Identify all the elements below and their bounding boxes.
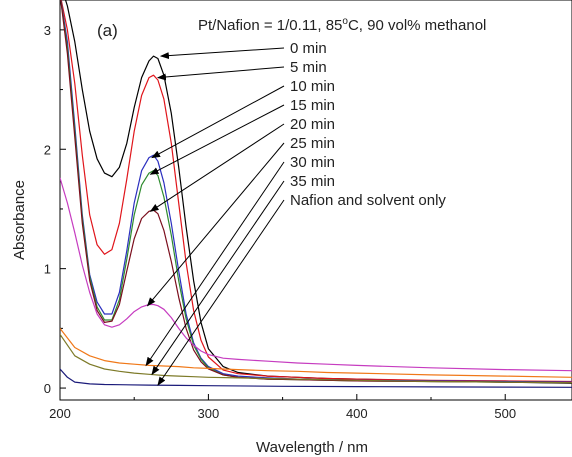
- x-axis: 200 300 400 500: [49, 394, 516, 421]
- condition-label: Pt/Nafion = 1/0.11, 85oC, 90 vol% methan…: [198, 16, 486, 34]
- annotation-layer: 0 min 5 min 10 min 15 min 20 min 25 min 30 min…: [145, 40, 446, 386]
- series-annotation-arrow: [157, 199, 285, 386]
- series-annotation-label: Nafion and solvent only: [290, 192, 446, 209]
- y-tick-label: 0: [44, 381, 51, 396]
- y-axis: 0 1 2 3: [44, 23, 66, 396]
- x-tick-label: 500: [494, 406, 516, 421]
- series-line: [60, 0, 572, 383]
- y-tick-label: 3: [44, 23, 51, 38]
- panel-label: (a): [97, 21, 118, 40]
- series-annotation-label: 25 min: [290, 135, 335, 152]
- y-tick-label: 1: [44, 262, 51, 277]
- x-tick-label: 300: [198, 406, 220, 421]
- series-annotation-label: 30 min: [290, 154, 335, 171]
- x-tick-label: 400: [346, 406, 368, 421]
- series-annotation-label: 20 min: [290, 116, 335, 133]
- series-annotation-arrow: [145, 161, 285, 367]
- series-annotation-arrow: [159, 47, 285, 60]
- y-tick-label: 2: [44, 142, 51, 157]
- series-annotation-label: 35 min: [290, 173, 335, 190]
- series-annotation-arrow: [151, 180, 285, 376]
- series-annotation-label: 15 min: [290, 97, 335, 114]
- x-axis-label: Wavelength / nm: [256, 439, 368, 456]
- plot-frame: [59, 0, 572, 401]
- series-annotation-arrow: [156, 66, 285, 81]
- series-annotation-arrow: [151, 85, 285, 159]
- series-annotation-label: 0 min: [290, 40, 327, 57]
- series-line: [60, 333, 572, 384]
- y-axis-label: Absorbance: [11, 180, 28, 260]
- series-annotation-arrow: [146, 142, 285, 307]
- series-line: [60, 177, 572, 372]
- series-annotation-label: 5 min: [290, 59, 327, 76]
- series-line: [60, 328, 572, 378]
- series-annotation-label: 10 min: [290, 78, 335, 95]
- series-annotation-arrow: [149, 104, 285, 175]
- series-annotation-arrow: [149, 123, 285, 212]
- x-tick-label: 200: [49, 406, 71, 421]
